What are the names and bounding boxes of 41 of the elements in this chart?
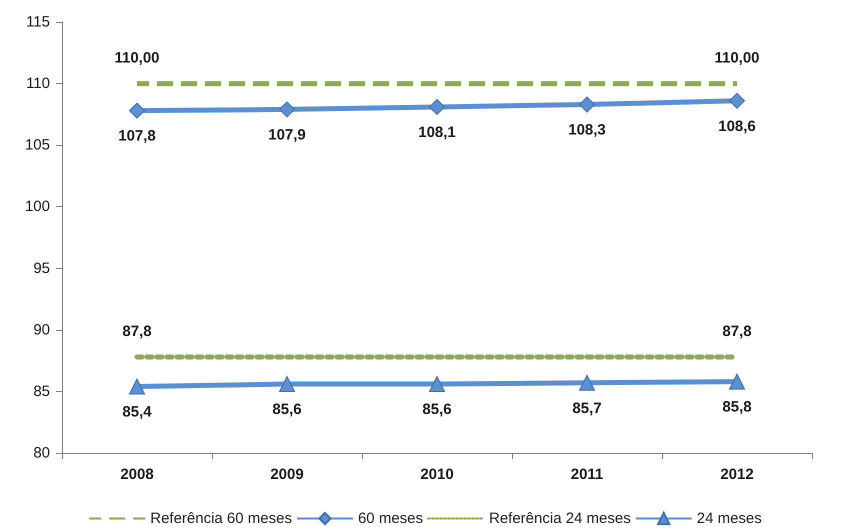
data-label: 87,8: [122, 322, 152, 340]
y-tick-label: 100: [24, 198, 50, 216]
y-tick-label: 115: [26, 14, 50, 30]
data-label: 85,6: [422, 401, 452, 418]
data-label: 107,8: [118, 128, 156, 145]
data-label: 85,8: [722, 398, 752, 416]
x-tick-label: 2011: [570, 466, 604, 483]
point: [579, 374, 595, 391]
data-label: 85,7: [572, 400, 602, 417]
data-label: 108,3: [568, 122, 606, 139]
legend-label: Referência 24 meses: [489, 510, 631, 527]
legend-label: 24 meses: [696, 510, 762, 527]
data-label: 85,4: [122, 404, 152, 421]
data-label: 87,8: [722, 322, 752, 340]
data-label: 110,00: [114, 50, 160, 67]
y-tick-label: 95: [33, 260, 50, 277]
x-tick-label: 2009: [270, 466, 304, 483]
y-tick-label: 80: [33, 444, 50, 462]
point: [729, 374, 745, 390]
point: [429, 98, 445, 115]
point: [279, 376, 295, 392]
y-tick-label: 90: [33, 321, 50, 338]
y-tick-label: 105: [24, 136, 50, 154]
x-tick-label: 2010: [420, 466, 454, 483]
point: [729, 92, 745, 109]
y-tick-label: 110: [26, 75, 50, 92]
x-tick-label: 2012: [720, 466, 754, 483]
data-label: 110,00: [714, 50, 760, 67]
data-label: 108,6: [718, 118, 756, 135]
point: [129, 102, 145, 119]
point: [429, 376, 445, 392]
y-tick-label: 85: [33, 382, 50, 400]
point: [579, 96, 595, 113]
legend-label: Referência 60 meses: [150, 510, 292, 527]
x-tick-label: 2008: [120, 466, 154, 483]
data-label: 85,6: [272, 401, 302, 418]
legend-label: 60 meses: [358, 510, 424, 527]
data-label: 107,9: [268, 126, 306, 144]
point: [129, 378, 145, 395]
data-label: 108,1: [418, 124, 456, 141]
point: [279, 101, 295, 118]
